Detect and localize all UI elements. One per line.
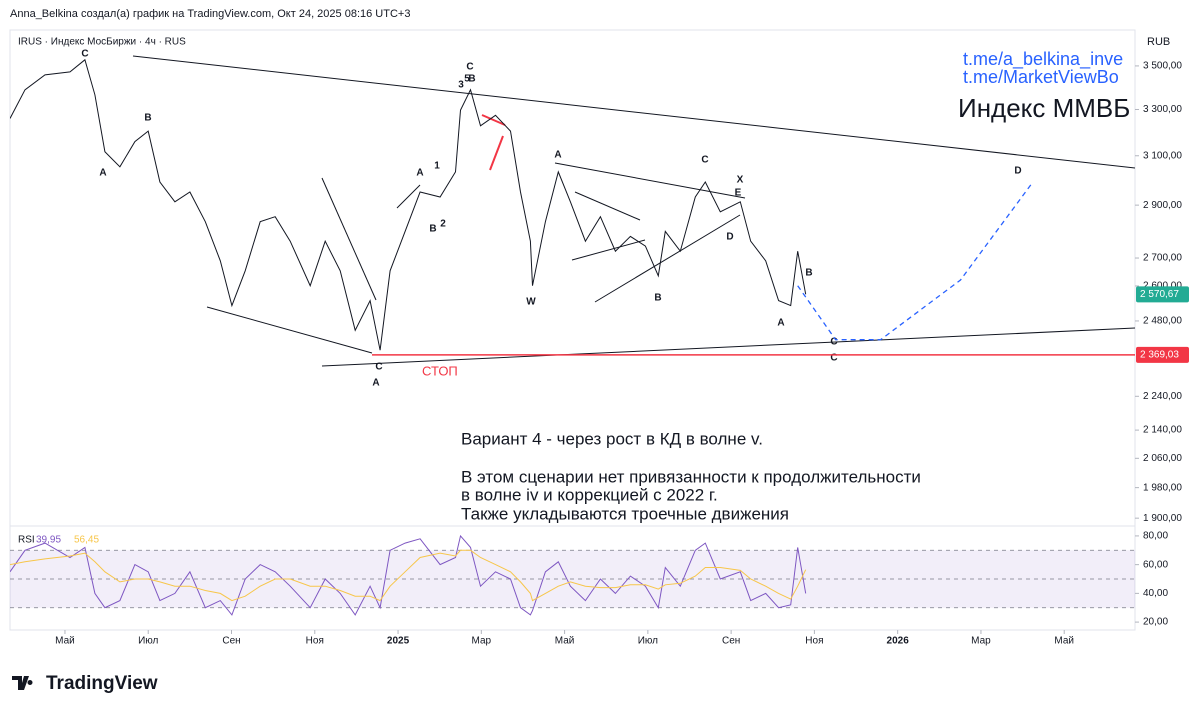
wave-label: X	[737, 175, 744, 186]
x-tick-label: Мар	[472, 636, 492, 647]
rsi-line	[10, 549, 807, 602]
price-tag-label: 2 570,67	[1140, 289, 1179, 300]
logo-icon	[12, 676, 33, 690]
wave-label: A	[554, 150, 561, 161]
y-tick-label: 2 060,00	[1143, 453, 1182, 464]
y-tick-label: 2 600,00	[1143, 281, 1182, 292]
trendline	[554, 162, 746, 199]
indicator-title: RSI	[18, 535, 35, 546]
wave-label: C	[466, 62, 473, 73]
trendline	[489, 135, 504, 171]
trendline	[396, 184, 421, 209]
y-tick-label: 3 100,00	[1143, 150, 1182, 161]
x-tick-label: Сен	[222, 636, 240, 647]
trendline	[206, 306, 373, 354]
note-line: Также укладываются троечные движения	[461, 504, 789, 523]
y-tick-label: 20,00	[1143, 617, 1168, 628]
wave-label: A	[416, 168, 423, 179]
x-tick-label: Май	[1054, 636, 1074, 647]
pane	[10, 58, 1135, 356]
price-tag	[1136, 346, 1189, 363]
wave-label: C	[701, 155, 708, 166]
x-tick-label: Мар	[971, 636, 991, 647]
y-tick-label: 2 240,00	[1143, 391, 1182, 402]
note-line: В этом сценарии нет привязанности к прод…	[461, 467, 921, 486]
wave-label: D	[726, 232, 733, 243]
trendline	[132, 55, 1135, 169]
y-tick-label: 60,00	[1143, 559, 1168, 570]
symbol: IRUS · Индекс МосБиржи · 4ч · RUS	[18, 37, 186, 48]
wave-label: B	[429, 224, 436, 235]
wave-label: A	[372, 378, 379, 389]
x-tick-label: Май	[555, 636, 575, 647]
y-tick-label: 2 480,00	[1143, 316, 1182, 327]
logo: TradingView	[12, 673, 158, 694]
trendline	[574, 191, 641, 221]
trendline	[321, 177, 377, 301]
y-tick-label: 2 900,00	[1143, 200, 1182, 211]
currency: RUB	[1147, 36, 1170, 48]
price-line	[10, 58, 807, 351]
y-tick-label: 3 300,00	[1143, 104, 1182, 115]
wave-label: B	[654, 293, 661, 304]
price-tag	[1136, 286, 1189, 303]
trendline	[571, 239, 646, 261]
wave-label: 5	[464, 74, 470, 85]
y-tick-label: 1 980,00	[1143, 482, 1182, 493]
x-tick-label: Сен	[722, 636, 740, 647]
wave-label: B	[805, 268, 812, 279]
logo-text: TradingView	[46, 673, 158, 694]
chart-title: Индекс ММВБ	[958, 93, 1130, 123]
y-tick-label: 2 700,00	[1143, 253, 1182, 264]
trendline	[594, 214, 741, 303]
wave-label: W	[526, 297, 536, 308]
wave-label: C	[375, 362, 382, 373]
wave-label: 3	[458, 80, 464, 91]
x-tick-label: Июл	[638, 636, 658, 647]
y-tick-label: 3 500,00	[1143, 61, 1182, 72]
x-tick-label: Ноя	[805, 636, 823, 647]
forecast-line	[797, 184, 1032, 341]
pane	[10, 534, 1135, 616]
x-tick-label: 2026	[887, 636, 910, 647]
wave-label: B	[144, 113, 151, 124]
drawings: t.me/a_belkina_inve t.me/MarketViewBo	[132, 49, 1135, 367]
wave-labels: C A B 3 5 B C A 1 B 2 A W B C X E D B A …	[81, 49, 1021, 389]
wave-label: 1	[434, 161, 440, 172]
wave-label: A	[99, 168, 106, 179]
price-tag-label: 2 369,03	[1140, 349, 1179, 360]
link[interactable]: t.me/MarketViewBo	[963, 67, 1119, 87]
x-tick-label: Июл	[138, 636, 158, 647]
indicator-value: 39,95	[36, 535, 61, 546]
x-tick-label: Май	[55, 636, 75, 647]
y-tick-label: 40,00	[1143, 588, 1168, 599]
y-tick-label: 2 140,00	[1143, 425, 1182, 436]
trendline	[481, 114, 506, 126]
note-line: в волне iv и коррекцией с 2022 г.	[461, 485, 718, 504]
wave-label: B	[468, 74, 475, 85]
x-tick-label: Ноя	[306, 636, 324, 647]
trendline	[321, 327, 1135, 367]
y-tick-label: 80,00	[1143, 531, 1168, 542]
rsi-line	[10, 534, 807, 616]
wave-label: C	[81, 49, 88, 60]
wave-label: 2	[440, 219, 446, 230]
header: Anna_Belkina создал(а) график на Trading…	[10, 8, 410, 20]
note-title: Вариант 4 - через рост в КД в волне v.	[461, 429, 763, 448]
x-tick-label: 2025	[387, 636, 410, 647]
y-tick-label: 1 900,00	[1143, 513, 1182, 524]
wave-label: C	[830, 337, 837, 348]
stop-label: СТОП	[422, 363, 458, 378]
wave-label: A	[777, 318, 784, 329]
link[interactable]: t.me/a_belkina_inve	[963, 49, 1123, 70]
wave-label: E	[735, 188, 742, 199]
indicator-value: 56,45	[74, 535, 99, 546]
wave-label: D	[1014, 166, 1021, 177]
wave-label: C	[830, 353, 837, 364]
